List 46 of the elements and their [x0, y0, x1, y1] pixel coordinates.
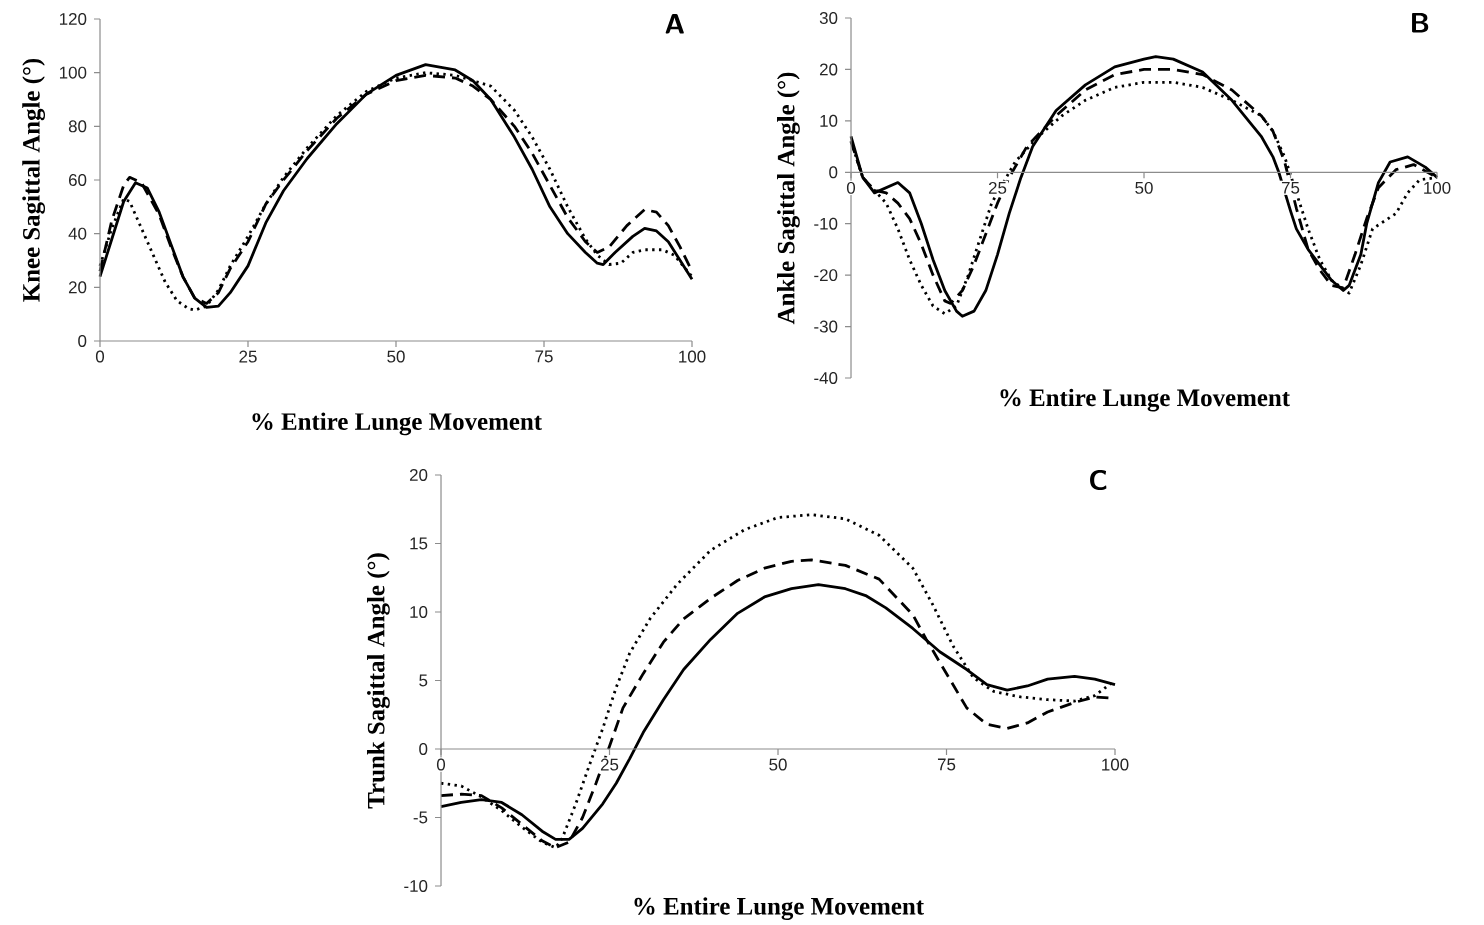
x-axis-title: % Entire Lunge Movement	[634, 897, 924, 920]
chart-title: B	[1412, 13, 1429, 33]
y-tick-label: 10	[820, 114, 838, 127]
y-tick-label: 20	[409, 469, 428, 481]
y-tick-label: 20	[819, 63, 838, 76]
y-tick-label: 80	[68, 120, 87, 133]
x-tick-label: 0	[95, 350, 105, 363]
y-tick-label: -20	[814, 269, 838, 282]
x-tick-label: 75	[937, 758, 956, 771]
x-tick-label: 0	[436, 758, 446, 771]
y-tick-label: 60	[69, 174, 87, 186]
x-tick-label: 25	[239, 350, 257, 363]
y-tick-label: 5	[419, 674, 428, 687]
x-tick-label: 100	[1102, 758, 1129, 771]
x-tick-label: 50	[1135, 181, 1153, 194]
y-tick-label: 15	[410, 537, 428, 550]
y-tick-label: 30	[819, 12, 838, 24]
x-axis-title: % Entire Lunge Movement	[1000, 388, 1290, 412]
x-axis-title: % Entire Lunge Movement	[252, 412, 542, 436]
x-tick-label: 25	[988, 181, 1007, 194]
y-axis-title: Ankle Sagittal Angle (°)	[777, 72, 800, 325]
x-tick-label: 25	[600, 758, 619, 771]
x-tick-label: 75	[535, 350, 553, 363]
y-tick-label: -40	[814, 372, 838, 384]
y-tick-label: 0	[78, 335, 87, 347]
y-tick-label: -5	[413, 811, 428, 824]
y-tick-label: 40	[68, 227, 87, 240]
chart-title: A	[665, 14, 684, 34]
y-tick-label: -30	[814, 320, 838, 333]
y-tick-label: 120	[59, 13, 87, 25]
y-axis-title: Trunk Sagittal Angle (°)	[367, 553, 390, 809]
y-tick-label: 0	[829, 166, 838, 179]
x-tick-label: 75	[1281, 181, 1300, 194]
y-tick-label: 100	[59, 66, 87, 79]
y-tick-label: 10	[410, 606, 428, 618]
x-tick-label: 50	[387, 350, 405, 363]
y-tick-label: -10	[814, 217, 838, 230]
y-axis-title: Knee Sagittal Angle (°)	[22, 58, 46, 302]
x-tick-label: 100	[679, 350, 706, 363]
x-tick-label: 50	[769, 758, 787, 771]
x-tick-label: 0	[846, 181, 856, 194]
x-tick-label: 100	[1424, 181, 1451, 194]
chart-title: C	[1090, 470, 1107, 491]
y-tick-label: -10	[404, 880, 428, 892]
y-tick-label: 0	[419, 743, 428, 755]
y-tick-label: 20	[68, 281, 87, 294]
